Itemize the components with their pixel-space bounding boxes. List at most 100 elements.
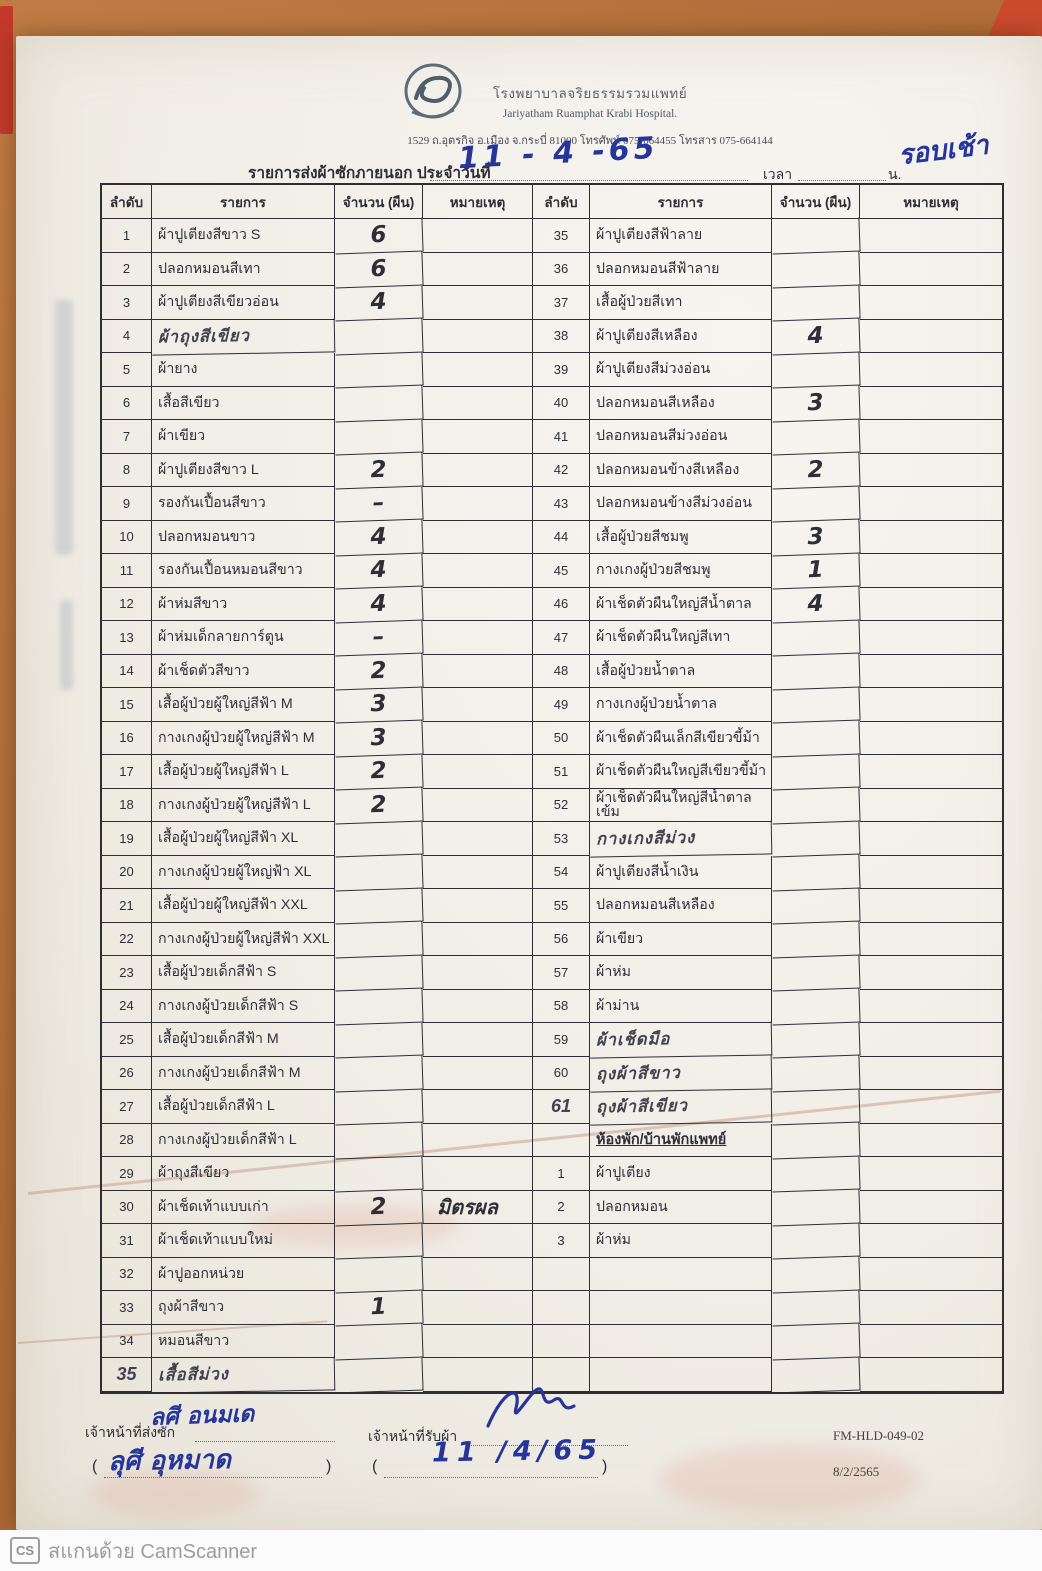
form-title: รายการส่งผ้าซักภายนอก ประจำวันที่ xyxy=(248,165,491,182)
cell-qty xyxy=(771,418,861,456)
cell-qty: 3 xyxy=(771,384,861,422)
cell-no: 35 xyxy=(102,1358,152,1392)
receiver-date-handwritten: 11 /4/65 xyxy=(431,1434,604,1469)
cell-remark xyxy=(860,1057,1002,1090)
cell-qty xyxy=(771,351,861,389)
cell-no: 61 xyxy=(533,1090,590,1124)
cell-qty: 2 xyxy=(334,786,424,824)
cell-remark xyxy=(423,621,533,655)
time-label: เวลา xyxy=(763,166,793,182)
cell-no xyxy=(533,1291,590,1325)
cell-qty xyxy=(771,820,861,858)
cell-qty: 3 xyxy=(334,686,424,724)
col-header-remark: หมายเหตุ xyxy=(860,185,1002,219)
time-dotted-line xyxy=(798,179,886,181)
cell-no: 43 xyxy=(533,487,590,521)
cell-remark xyxy=(860,253,1002,286)
cell-remark xyxy=(860,286,1002,320)
cell-remark xyxy=(423,822,533,856)
cell-no: 14 xyxy=(102,654,152,688)
cell-remark xyxy=(423,688,533,722)
cell-item: ผ้าเขียว xyxy=(590,922,772,956)
cell-item: เสื้อผู้ป่วยเด็กสีฟ้า L xyxy=(152,1090,335,1124)
cell-remark xyxy=(423,353,533,387)
cell-qty xyxy=(771,954,861,992)
camscanner-badge-icon: CS xyxy=(10,1537,40,1564)
cell-qty: 1 xyxy=(334,1289,424,1327)
cell-remark: มิตรผล xyxy=(423,1190,533,1224)
cell-item: ผ้าถุงสีเขียว xyxy=(151,317,336,355)
desk-red-strip xyxy=(0,6,13,134)
cell-no: 33 xyxy=(102,1291,152,1325)
cell-item: ผ้าปูออกหน่วย xyxy=(152,1257,335,1291)
scan-smudge xyxy=(250,1205,460,1247)
cell-remark xyxy=(423,520,533,554)
cell-remark xyxy=(423,1023,533,1057)
cell-qty xyxy=(334,1255,424,1293)
cell-qty: 2 xyxy=(771,451,861,489)
cell-item: ถุงผ้าสีขาว xyxy=(152,1291,335,1325)
cell-remark xyxy=(860,487,1002,521)
cell-item: ผ้าเช็ดมือ xyxy=(589,1021,773,1059)
cell-item: ผ้ายาง xyxy=(152,353,335,387)
cell-no: 31 xyxy=(102,1224,152,1258)
cell-qty xyxy=(771,250,861,288)
scanned-paper xyxy=(16,36,1042,1530)
cell-item: กางเกงสีม่วง xyxy=(589,820,773,858)
cell-no: 38 xyxy=(533,319,590,353)
paren-open: ( xyxy=(92,1458,98,1475)
cell-no: 2 xyxy=(533,1190,590,1224)
cell-remark xyxy=(423,487,533,521)
cell-qty xyxy=(771,686,861,724)
cell-item: ผ้าปูเตียงสีขาว S xyxy=(152,219,335,253)
cell-remark xyxy=(423,1090,533,1124)
cell-item: กางเกงผู้ป่วยผู้ใหญ่สีฟ้า L xyxy=(152,788,335,822)
cell-remark xyxy=(860,588,1002,621)
cell-item: หมอนสีขาว xyxy=(152,1324,335,1358)
cell-remark xyxy=(423,554,533,588)
cell-qty xyxy=(771,920,861,958)
cell-remark xyxy=(860,1291,1002,1325)
cell-no: 28 xyxy=(102,1123,152,1157)
cell-qty xyxy=(334,920,424,958)
cell-remark xyxy=(423,1224,533,1258)
paren-close: ) xyxy=(602,1458,608,1475)
cell-no: 36 xyxy=(533,252,590,286)
cell-no: 53 xyxy=(533,822,590,856)
cell-remark xyxy=(423,922,533,956)
cell-remark xyxy=(860,822,1002,856)
cell-item: เสื้อผู้ป่วยสีชมพู xyxy=(590,520,772,554)
cell-item: ถุงผ้าสีขาว xyxy=(589,1054,773,1092)
cell-item: ปลอกหมอนข้างสีม่วงอ่อน xyxy=(590,487,772,521)
cell-item: ปลอกหมอนสีม่วงอ่อน xyxy=(590,420,772,454)
cell-remark xyxy=(860,387,1002,420)
cell-item: เสื้อผู้ป่วยเด็กสีฟ้า M xyxy=(152,1023,335,1057)
cell-no: 55 xyxy=(533,889,590,923)
cell-qty xyxy=(771,217,861,255)
cell-no: 5 xyxy=(102,353,152,387)
ink-bleed-through xyxy=(55,300,73,555)
cell-qty xyxy=(771,1155,861,1193)
cell-no: 30 xyxy=(102,1190,152,1224)
cell-remark xyxy=(860,320,1002,353)
cell-qty: 4 xyxy=(334,552,424,590)
cell-qty xyxy=(334,887,424,925)
cell-no: 59 xyxy=(533,1023,590,1057)
cell-qty: 2 xyxy=(334,1188,424,1226)
cell-remark xyxy=(423,420,533,454)
cell-qty xyxy=(771,1021,861,1059)
cell-qty xyxy=(334,1155,424,1193)
cell-remark xyxy=(423,219,533,253)
cell-item: ปลอกหมอนข้างสีเหลือง xyxy=(590,453,772,487)
cell-qty: 2 xyxy=(334,451,424,489)
cell-qty xyxy=(334,384,424,422)
cell-item: เสื้อผู้ป่วยผู้ใหญ่สีฟ้า XXL xyxy=(152,889,335,923)
cell-qty xyxy=(771,1222,861,1260)
cell-remark xyxy=(423,1123,533,1157)
cell-no: 11 xyxy=(102,554,152,588)
cell-remark xyxy=(860,1358,1002,1392)
cell-remark xyxy=(423,1056,533,1090)
cell-no: 8 xyxy=(102,453,152,487)
cell-remark xyxy=(423,319,533,353)
